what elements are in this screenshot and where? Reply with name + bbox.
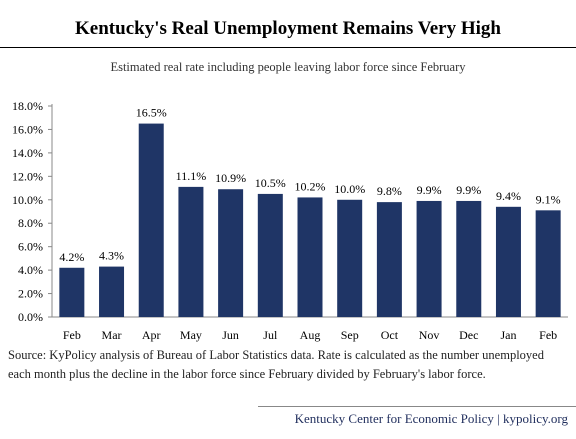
data-label: 9.1%	[536, 192, 561, 206]
x-tick-label: Aug	[300, 328, 321, 342]
data-label: 11.1%	[176, 169, 207, 183]
x-tick-label: Jul	[263, 328, 278, 342]
bar	[416, 200, 442, 317]
data-label: 9.9%	[417, 183, 442, 197]
x-tick-label: Dec	[459, 328, 478, 342]
data-label: 10.5%	[255, 176, 286, 190]
x-tick-label: Nov	[419, 328, 440, 342]
y-tick-label: 6.0%	[18, 240, 43, 254]
footer-divider	[258, 406, 576, 407]
data-label: 4.3%	[99, 249, 124, 263]
x-tick-label: Feb	[539, 328, 557, 342]
data-label: 9.8%	[377, 184, 402, 198]
bar	[59, 267, 85, 317]
x-tick-label: Oct	[381, 328, 399, 342]
data-label: 9.4%	[496, 189, 521, 203]
bar	[218, 189, 244, 317]
y-tick-label: 14.0%	[12, 146, 43, 160]
x-tick-label: Sep	[341, 328, 359, 342]
bar	[376, 202, 402, 317]
data-label: 10.9%	[215, 171, 246, 185]
bar	[495, 206, 521, 317]
bar	[535, 210, 561, 317]
bar	[297, 197, 323, 317]
data-label: 16.5%	[136, 106, 167, 120]
data-label: 10.2%	[295, 179, 326, 193]
x-tick-label: Jun	[222, 328, 239, 342]
y-tick-label: 10.0%	[12, 193, 43, 207]
bar	[138, 123, 164, 317]
chart-subtitle: Estimated real rate including people lea…	[110, 60, 466, 74]
y-tick-label: 16.0%	[12, 122, 43, 136]
bar	[257, 193, 283, 317]
data-label: 10.0%	[334, 182, 365, 196]
x-tick-label: Apr	[142, 328, 161, 342]
title-divider	[0, 47, 576, 48]
bar	[456, 200, 482, 317]
bar-chart: 0.0% 2.0% 4.0% 6.0% 8.0% 10.0% 12.0% 14.0% 16.0%…	[12, 99, 568, 342]
data-label: 4.2%	[59, 250, 84, 264]
y-tick-label: 8.0%	[18, 216, 43, 230]
y-tick-label: 4.0%	[18, 263, 43, 277]
bar	[99, 266, 125, 317]
y-tick-label: 0.0%	[18, 310, 43, 324]
x-tick-label: May	[180, 328, 202, 342]
x-tick-label: Feb	[63, 328, 81, 342]
y-tick-label: 2.0%	[18, 287, 43, 301]
x-tick-label: Jan	[500, 328, 516, 342]
y-tick-label: 18.0%	[12, 99, 43, 113]
source-note: Source: KyPolicy analysis of Bureau of L…	[8, 348, 544, 381]
footer-credit: Kentucky Center for Economic Policy | ky…	[294, 411, 568, 426]
bar	[178, 186, 204, 317]
bar	[337, 199, 363, 317]
data-label: 9.9%	[456, 183, 481, 197]
chart-title: Kentucky's Real Unemployment Remains Ver…	[75, 18, 501, 39]
x-tick-label: Mar	[102, 328, 122, 342]
y-tick-label: 12.0%	[12, 169, 43, 183]
